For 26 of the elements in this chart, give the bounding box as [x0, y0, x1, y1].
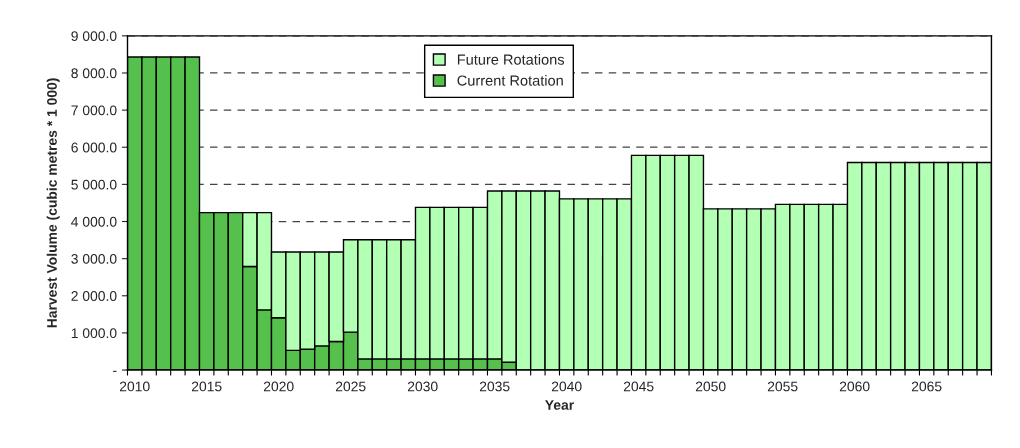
y-tick-label: 2 000.0: [71, 291, 117, 301]
y-tick-label: 3 000.0: [71, 253, 117, 264]
y-tick-label: 9 000.0: [71, 31, 117, 42]
x-tick-label: 2025: [335, 381, 366, 392]
x-tick-label: 2010: [119, 381, 150, 392]
legend-label: Future Rotations: [457, 54, 565, 65]
y-tick-label: 4 000.0: [71, 216, 117, 227]
legend-label: Current Rotation: [457, 75, 563, 86]
y-tick-label: 5 000.0: [71, 179, 117, 190]
x-tick-label: 2055: [767, 381, 798, 392]
x-tick-label: 2040: [551, 381, 582, 392]
y-tick-label: 7 000.0: [71, 105, 117, 116]
x-tick-label: 2060: [839, 381, 870, 392]
y-axis-title: Harvest Volume (cubic metres * 1 000): [46, 78, 60, 328]
x-tick-label: 2015: [191, 381, 222, 392]
y-tick-label: 1 000.0: [71, 328, 117, 339]
x-tick-label: 2050: [695, 381, 726, 392]
x-axis-title: Year: [545, 400, 574, 410]
y-tick-label: 8 000.0: [71, 68, 117, 79]
y-tick-label: -: [113, 370, 117, 372]
x-tick-label: 2035: [479, 381, 510, 392]
x-tick-label: 2045: [623, 381, 654, 392]
x-tick-label: 2020: [263, 381, 294, 392]
x-tick-label: 2030: [407, 381, 438, 392]
y-tick-label: 6 000.0: [71, 142, 117, 153]
x-tick-label: 2065: [911, 381, 942, 392]
